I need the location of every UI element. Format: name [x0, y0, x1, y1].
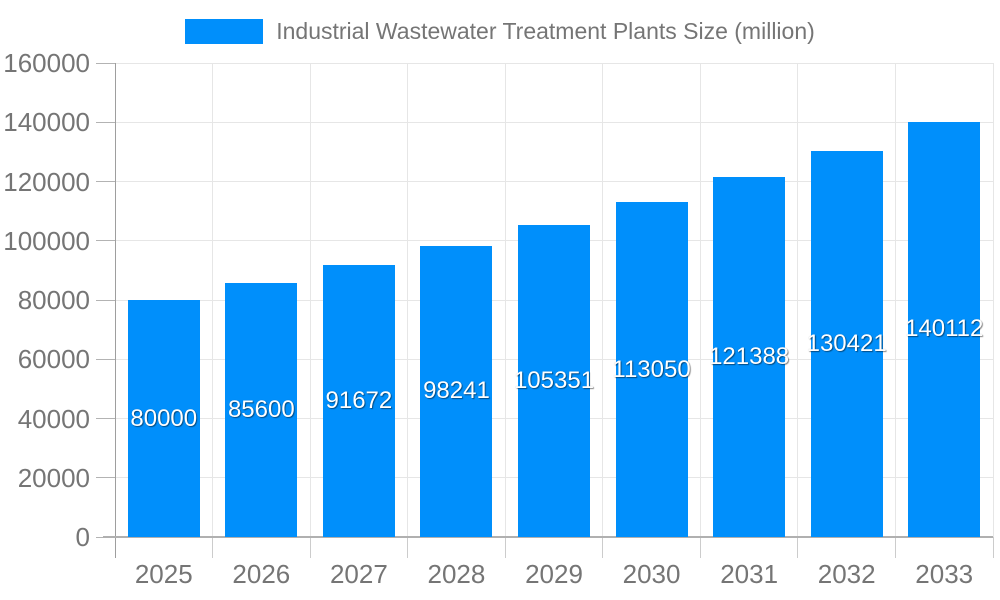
- bar-2031: [713, 177, 786, 537]
- bar-2027: [322, 265, 395, 537]
- bar-value-label: 130421: [806, 329, 887, 357]
- x-tick: [114, 537, 116, 558]
- x-axis-label: 2032: [817, 559, 876, 589]
- bar-2032: [810, 150, 883, 537]
- y-tick: [96, 240, 115, 242]
- y-axis-label: 160000: [3, 48, 90, 78]
- x-gridline: [212, 63, 214, 537]
- bar-value-label: 91672: [325, 387, 393, 415]
- x-axis-label: 2031: [720, 559, 779, 589]
- x-tick: [894, 537, 896, 558]
- bar-2025: [127, 300, 200, 537]
- y-axis-label: 0: [75, 522, 90, 552]
- x-tick: [992, 537, 994, 558]
- legend: Industrial Wastewater Treatment Plants S…: [0, 17, 1000, 45]
- y-axis-label: 60000: [17, 344, 90, 375]
- x-tick: [797, 537, 799, 558]
- y-axis-label: 100000: [3, 225, 90, 256]
- x-axis-label: 2027: [329, 559, 388, 589]
- bar-value-label: 80000: [130, 404, 198, 432]
- y-tick: [96, 62, 115, 64]
- y-tick: [96, 358, 115, 360]
- y-axis-label: 40000: [17, 403, 90, 434]
- y-axis-label: 120000: [3, 166, 90, 197]
- x-gridline: [407, 63, 409, 537]
- bar-2026: [225, 283, 298, 537]
- y-axis-label: 80000: [17, 285, 90, 315]
- x-gridline: [992, 63, 994, 537]
- legend-swatch: [185, 18, 264, 44]
- x-tick: [309, 537, 311, 558]
- bar-value-label: 113050: [612, 355, 691, 383]
- bar-value-label: 85600: [227, 396, 295, 424]
- x-gridline: [699, 63, 701, 537]
- y-tick: [96, 418, 115, 419]
- x-tick: [699, 537, 701, 558]
- bar-2033: [908, 121, 981, 537]
- y-gridline: [115, 121, 993, 123]
- x-gridline: [309, 63, 311, 537]
- bar-value-label: 105351: [513, 366, 595, 394]
- y-tick: [96, 181, 115, 182]
- bar-2028: [420, 245, 493, 537]
- x-axis-label: 2025: [134, 559, 193, 589]
- bar-2030: [615, 202, 688, 537]
- chart-title: Industrial Wastewater Treatment Plants S…: [276, 17, 815, 44]
- bar-value-label: 98241: [423, 377, 490, 405]
- x-axis-label: 2026: [232, 559, 291, 589]
- bar-2029: [518, 224, 590, 537]
- legend-item[interactable]: Industrial Wastewater Treatment Plants S…: [185, 18, 815, 45]
- y-axis-line: [114, 63, 116, 537]
- x-tick: [504, 537, 506, 558]
- y-tick: [96, 299, 115, 301]
- bar-value-label: 140112: [905, 315, 984, 343]
- y-tick: [96, 477, 115, 479]
- y-axis-label: 140000: [3, 107, 90, 138]
- x-gridline: [894, 63, 896, 537]
- x-tick: [602, 537, 604, 558]
- x-axis-label: 2030: [622, 559, 681, 589]
- y-gridline: [115, 181, 993, 182]
- x-gridline: [797, 63, 799, 537]
- x-gridline: [602, 63, 604, 537]
- x-axis-label: 2033: [915, 559, 974, 589]
- y-gridline: [115, 62, 993, 64]
- x-gridline: [504, 63, 506, 537]
- x-axis-line: [103, 536, 993, 538]
- bar-value-label: 121388: [709, 343, 790, 371]
- x-tick: [212, 537, 214, 558]
- x-tick: [407, 537, 409, 558]
- x-axis-label: 2028: [427, 559, 486, 589]
- y-tick: [96, 121, 115, 123]
- x-axis-label: 2029: [525, 559, 583, 589]
- y-axis-label: 20000: [17, 462, 90, 493]
